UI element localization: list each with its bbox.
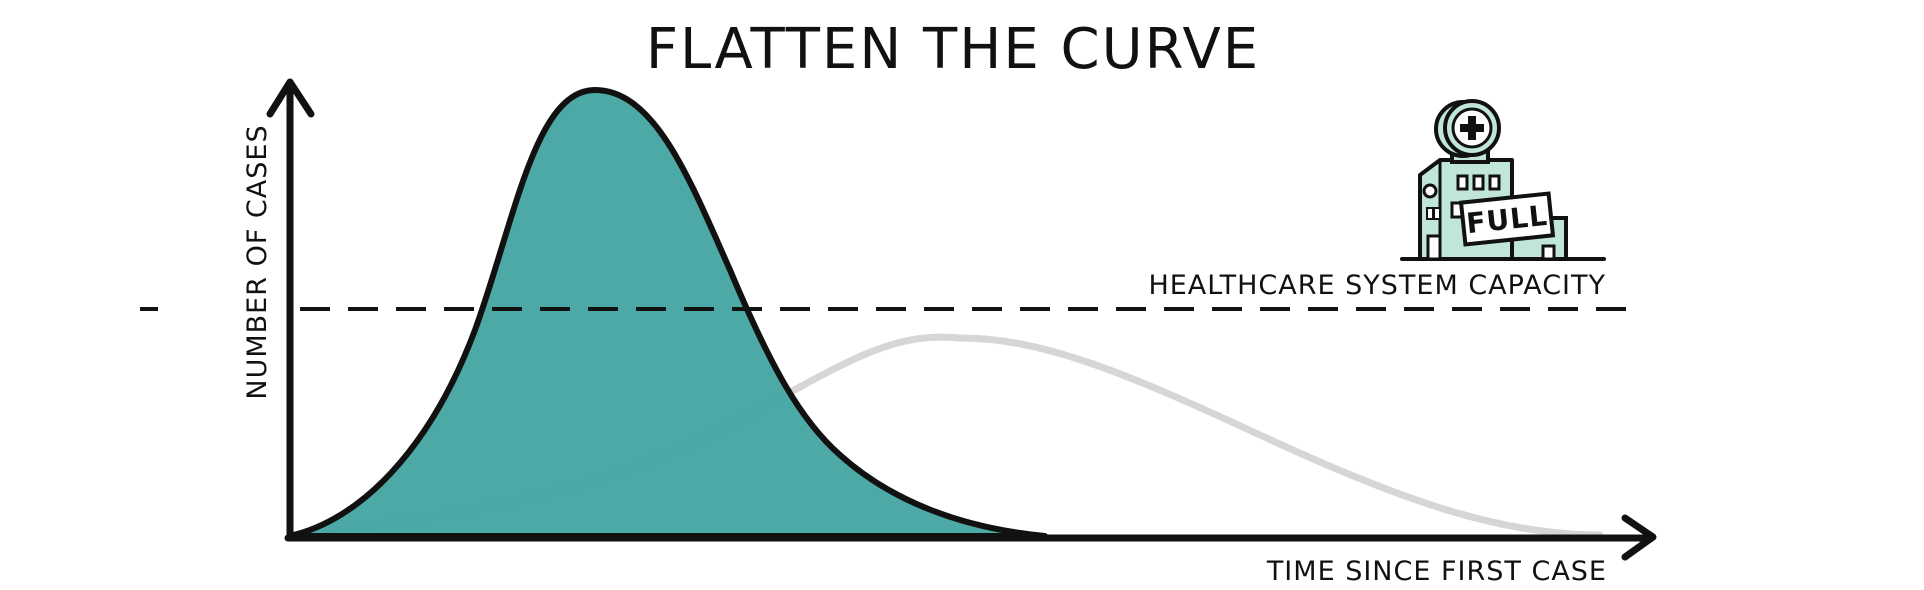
y-axis-arrowhead	[266, 78, 315, 118]
hospital-full-sign: FULL	[1458, 191, 1556, 247]
x-axis-label: TIME SINCE FIRST CASE	[1266, 556, 1607, 587]
capacity-label: HEALTHCARE SYSTEM CAPACITY	[1148, 270, 1606, 301]
medical-cross-icon	[1434, 99, 1501, 158]
steep-curve	[287, 87, 1048, 539]
diagram-title: FLATTEN THE CURVE	[646, 17, 1260, 82]
hospital-building-icon: FULL	[1400, 99, 1606, 261]
x-axis-arrowhead	[1621, 514, 1657, 561]
y-axis-label: NUMBER OF CASES	[242, 124, 273, 399]
